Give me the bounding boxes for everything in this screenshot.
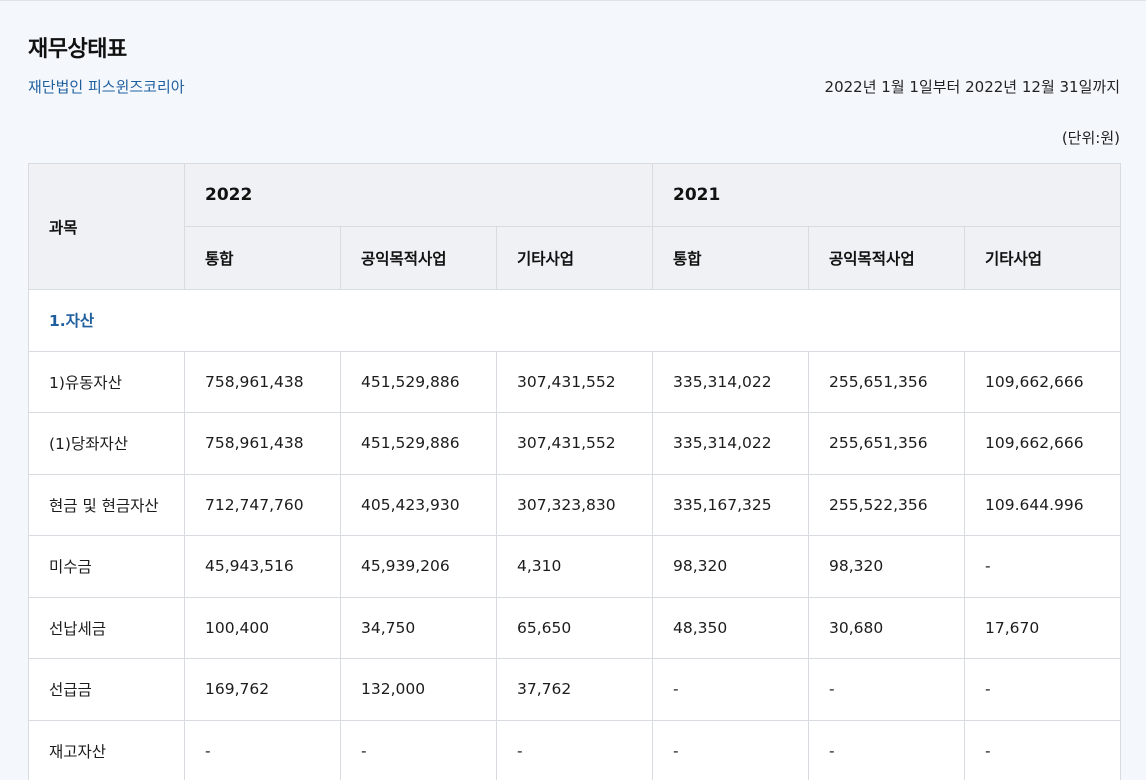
page-title: 재무상태표: [28, 37, 127, 62]
table-cell: 65,650: [495, 596, 654, 659]
table-row: (1)당좌자산 758,961,438 451,529,886 307,431,…: [28, 412, 1122, 475]
table-cell: 335,167,325: [652, 473, 810, 536]
period-text: 2022년 1월 1일부터 2022년 12월 31일까지: [824, 78, 1120, 96]
organization-link[interactable]: 재단법인 피스윈즈코리아: [28, 78, 185, 96]
table-cell: 17,670: [964, 596, 1122, 659]
table-row: 1)유동자산 758,961,438 451,529,886 307,431,5…: [28, 350, 1122, 413]
table-cell: 758,961,438: [184, 350, 341, 413]
table-cell: 132,000: [340, 658, 497, 721]
table-cell: 451,529,886: [340, 350, 497, 413]
table-cell: 45,943,516: [184, 535, 341, 598]
table-cell: 30,680: [808, 596, 966, 659]
table-cell: 307,431,552: [495, 412, 654, 475]
column-header: 기타사업: [964, 226, 1122, 290]
table-row: 선급금 169,762 132,000 37,762 - - -: [28, 658, 1122, 721]
table-cell: 34,750: [340, 596, 497, 659]
table-cell: 109.644.996: [964, 473, 1122, 536]
subject-header: 과목: [28, 163, 185, 290]
column-header: 통합: [184, 226, 341, 290]
table-row: 미수금 45,943,516 45,939,206 4,310 98,320 9…: [28, 535, 1122, 598]
table-cell: -: [808, 719, 966, 780]
table-cell: -: [964, 658, 1122, 721]
table-cell: 37,762: [495, 658, 654, 721]
table-cell: 451,529,886: [340, 412, 497, 475]
table-cell: 307,431,552: [495, 350, 654, 413]
balance-sheet-table: 과목 2022 2021 통합 공익목적사업 기타사업 통합 공익목적사업 기타…: [27, 163, 1122, 780]
table-cell: 4,310: [495, 535, 654, 598]
column-header: 공익목적사업: [808, 226, 966, 290]
table-cell: -: [964, 719, 1122, 780]
table-cell: 758,961,438: [184, 412, 341, 475]
table-cell: 335,314,022: [652, 412, 810, 475]
table-cell: 307,323,830: [495, 473, 654, 536]
row-label: (1)당좌자산: [28, 412, 185, 475]
table-cell: 335,314,022: [652, 350, 810, 413]
row-label: 미수금: [28, 535, 185, 598]
table-cell: 48,350: [652, 596, 810, 659]
row-label: 1)유동자산: [28, 350, 185, 413]
column-header: 기타사업: [495, 226, 654, 290]
row-label: 선납세금: [28, 596, 185, 659]
table-cell: 255,651,356: [808, 350, 966, 413]
row-label: 현금 및 현금자산: [28, 473, 185, 536]
table-cell: 109,662,666: [964, 350, 1122, 413]
table-cell: -: [652, 658, 810, 721]
table-cell: 405,423,930: [340, 473, 497, 536]
row-label: 재고자산: [28, 719, 185, 780]
table-cell: 98,320: [652, 535, 810, 598]
table-cell: 98,320: [808, 535, 966, 598]
table-cell: -: [340, 719, 497, 780]
row-label: 선급금: [28, 658, 185, 721]
table-cell: 45,939,206: [340, 535, 497, 598]
table-cell: 255,651,356: [808, 412, 966, 475]
section-label: 1.자산: [27, 289, 1122, 352]
table-cell: 100,400: [184, 596, 341, 659]
table-row: 현금 및 현금자산 712,747,760 405,423,930 307,32…: [28, 473, 1122, 536]
year-header-2021: 2021: [652, 163, 1122, 227]
year-header-2022: 2022: [183, 163, 654, 227]
table-cell: -: [808, 658, 966, 721]
column-header: 공익목적사업: [340, 226, 497, 290]
table-cell: -: [184, 719, 341, 780]
table-cell: -: [652, 719, 810, 780]
table-cell: 255,522,356: [808, 473, 966, 536]
table-cell: 712,747,760: [184, 473, 341, 536]
table-cell: -: [964, 535, 1122, 598]
column-header: 통합: [652, 226, 810, 290]
table-cell: 109,662,666: [964, 412, 1122, 475]
table-cell: 169,762: [184, 658, 341, 721]
table-cell: -: [495, 719, 654, 780]
unit-text: (단위:원): [1061, 129, 1120, 147]
table-row: 재고자산 - - - - - -: [28, 719, 1122, 780]
table-row: 선납세금 100,400 34,750 65,650 48,350 30,680…: [28, 596, 1122, 659]
section-row: 1.자산: [27, 289, 1122, 352]
